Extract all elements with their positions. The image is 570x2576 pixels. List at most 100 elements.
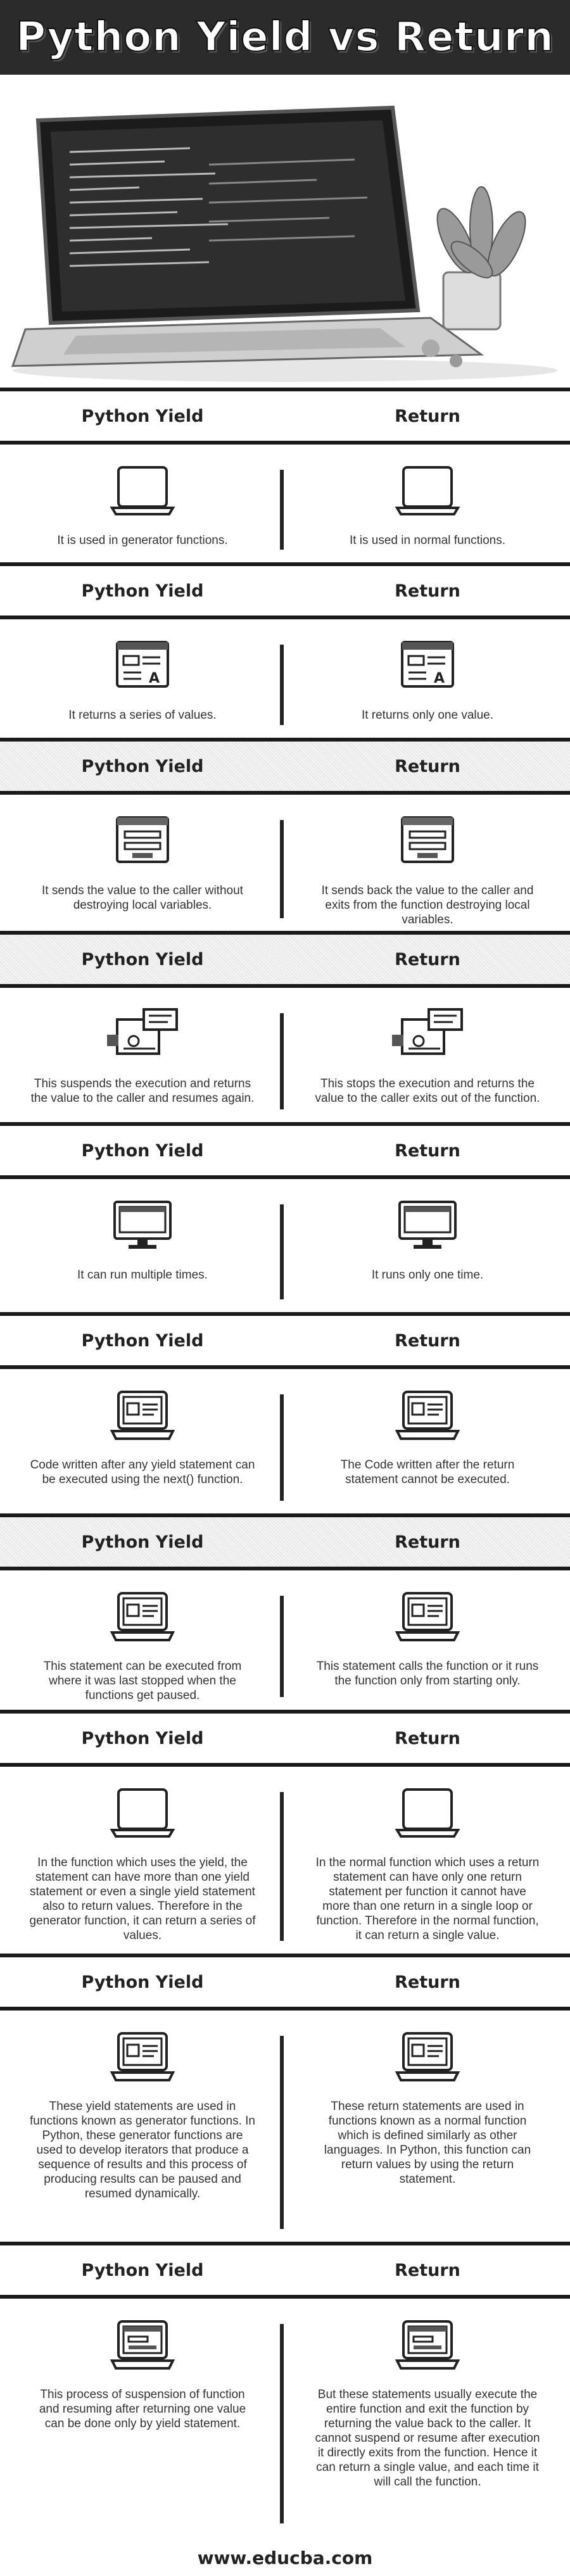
return-cell: But these statements usually execute the… (285, 2299, 570, 2536)
row-header: Python Yield Return (0, 1954, 570, 2011)
return-heading: Return (395, 949, 460, 969)
return-description: It runs only one time. (371, 1268, 484, 1282)
return-cell: It runs only one time. (285, 1179, 570, 1312)
laptop-icon (110, 1786, 175, 1840)
laptop-photo-illustration (0, 82, 570, 386)
python-yield-heading: Python Yield (81, 1532, 204, 1552)
return-cell: This stops the execution and returns the… (285, 988, 570, 1122)
column-divider (280, 1013, 284, 1109)
page-title: Python Yield vs Return (0, 0, 570, 75)
laptop-screen-icon (110, 1589, 175, 1644)
svg-text:A: A (149, 671, 160, 686)
row-header: Python Yield Return (0, 2242, 570, 2299)
return-description: It sends back the value to the caller an… (321, 884, 534, 926)
return-heading: Return (395, 581, 460, 601)
python-yield-heading: Python Yield (81, 1728, 204, 1748)
yield-cell: These yield statements are used in funct… (0, 2011, 285, 2242)
column-divider (280, 1394, 284, 1501)
laptop-screen-icon (110, 2030, 175, 2084)
yield-description: It can run multiple times. (77, 1268, 208, 1282)
return-description: It returns only one value. (361, 709, 494, 722)
yield-cell: It sends the value to the caller without… (0, 795, 285, 931)
comparison-row: Python Yield Return It sends the value to … (0, 738, 570, 931)
row-header: Python Yield Return (0, 738, 570, 795)
python-yield-heading: Python Yield (81, 406, 204, 426)
column-divider (280, 1792, 284, 1941)
svg-text:A: A (434, 671, 445, 686)
return-heading: Return (395, 1140, 460, 1161)
comparison-row: Python Yield Return It is used in generato… (0, 388, 570, 562)
monitor-icon (110, 1198, 175, 1253)
yield-cell: This statement can be executed from wher… (0, 1570, 285, 1710)
row-header: Python Yield Return (0, 388, 570, 445)
return-description: These return statements are used in func… (324, 2100, 531, 2186)
laptop-icon (110, 464, 175, 518)
yield-description: This process of suspension of function a… (39, 2388, 246, 2430)
column-divider (280, 645, 284, 725)
laptop-icon (395, 464, 460, 518)
return-cell: A It returns only one value. (285, 619, 570, 738)
return-heading: Return (395, 1728, 460, 1748)
yield-cell: This process of suspension of function a… (0, 2299, 285, 2536)
yield-description: These yield statements are used in funct… (30, 2100, 255, 2200)
python-yield-heading: Python Yield (81, 581, 204, 601)
monitor-icon (395, 1198, 460, 1253)
comparison-row: Python Yield Return This statement can be … (0, 1513, 570, 1710)
python-yield-heading: Python Yield (81, 2260, 204, 2280)
hero-image (0, 82, 570, 386)
column-divider (280, 1596, 284, 1697)
laptop-screen-icon (395, 2030, 460, 2084)
return-heading: Return (395, 1330, 460, 1351)
document-icon: A (395, 638, 460, 693)
laptop-window-icon (110, 2318, 175, 2372)
python-yield-heading: Python Yield (81, 1140, 204, 1161)
row-header: Python Yield Return (0, 1122, 570, 1179)
title-text: Python Yield vs Return (15, 13, 554, 61)
row-body: This process of suspension of function a… (0, 2299, 570, 2536)
row-body: It sends the value to the caller without… (0, 795, 570, 931)
workflow-icon (104, 1007, 180, 1061)
laptop-screen-icon (395, 1589, 460, 1644)
return-cell: In the normal function which uses a retu… (285, 1767, 570, 1954)
yield-description: In the function which uses the yield, th… (29, 1856, 256, 1942)
laptop-screen-icon (395, 1388, 460, 1443)
comparison-row: Python Yield Return This suspends the exec… (0, 931, 570, 1122)
return-cell: It is used in normal functions. (285, 445, 570, 562)
return-cell: This statement calls the function or it … (285, 1570, 570, 1710)
row-header: Python Yield Return (0, 1710, 570, 1767)
return-description: But these statements usually execute the… (315, 2388, 540, 2489)
python-yield-heading: Python Yield (81, 756, 204, 776)
comparison-row: Python Yield Return In the function which … (0, 1710, 570, 1954)
row-header: Python Yield Return (0, 931, 570, 988)
column-divider (280, 820, 284, 918)
yield-description: This statement can be executed from wher… (43, 1660, 242, 1702)
return-description: The Code written after the return statem… (340, 1458, 515, 1486)
row-body: These yield statements are used in funct… (0, 2011, 570, 2242)
column-divider (280, 2036, 284, 2229)
row-body: It is used in generator functions. It is … (0, 445, 570, 562)
yield-description: This suspends the execution and returns … (30, 1077, 255, 1105)
row-body: In the function which uses the yield, th… (0, 1767, 570, 1954)
return-heading: Return (395, 756, 460, 776)
yield-cell: In the function which uses the yield, th… (0, 1767, 285, 1954)
row-header: Python Yield Return (0, 1513, 570, 1570)
yield-description: It sends the value to the caller without… (42, 884, 243, 912)
yield-description: Code written after any yield statement c… (30, 1458, 255, 1486)
yield-cell: It can run multiple times. (0, 1179, 285, 1312)
column-divider (280, 1204, 284, 1299)
return-description: This statement calls the function or it … (316, 1660, 539, 1688)
laptop-icon (395, 1786, 460, 1840)
row-header: Python Yield Return (0, 562, 570, 619)
form-icon (395, 814, 460, 868)
document-icon: A (110, 638, 175, 693)
row-body: It can run multiple times. It runs only o… (0, 1179, 570, 1312)
return-heading: Return (395, 1972, 460, 1992)
python-yield-heading: Python Yield (81, 949, 204, 969)
return-heading: Return (395, 2260, 460, 2280)
return-description: This stops the execution and returns the… (315, 1077, 540, 1105)
yield-cell: This suspends the execution and returns … (0, 988, 285, 1122)
column-divider (280, 2324, 284, 2523)
return-cell: It sends back the value to the caller an… (285, 795, 570, 931)
workflow-icon (390, 1007, 466, 1061)
comparison-row: Python Yield Return A It returns a series o… (0, 562, 570, 738)
